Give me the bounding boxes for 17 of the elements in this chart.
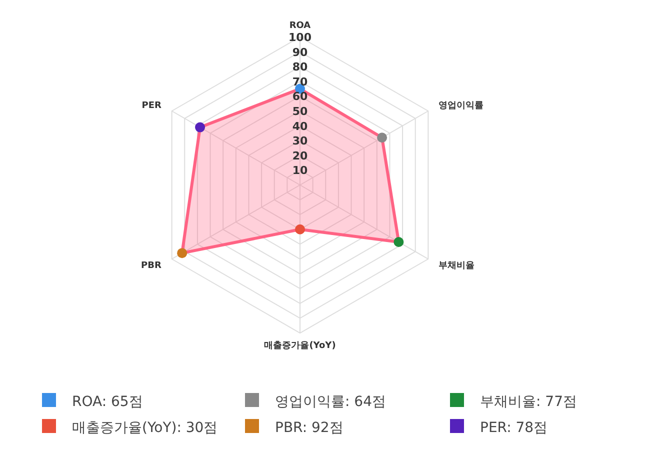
y-tick-label: 20 — [292, 149, 308, 162]
y-tick-label: 40 — [292, 120, 308, 133]
y-tick-label: 100 — [288, 31, 312, 44]
spoke-label: ROA — [289, 21, 311, 31]
y-tick-label: 10 — [292, 164, 308, 178]
spoke-label: PER — [142, 101, 162, 111]
y-tick-label: 50 — [292, 105, 308, 118]
spoke-label: PBR — [141, 261, 162, 271]
y-tick-label: 60 — [292, 90, 308, 104]
y-tick-label: 90 — [292, 46, 308, 59]
notes: ROA: 65점 영업이익률: 64점 부채비율: 77점 매출증가율(YoY): 30점 PBR: 92점 PER: 78점 — [42, 393, 577, 436]
spoke-label: 매출증가율(YoY) — [264, 340, 336, 351]
y-tick-label: 80 — [292, 60, 308, 74]
spoke-label: 부채비율 — [438, 261, 475, 271]
y-tick-label: 70 — [292, 75, 308, 88]
y-tick-label: 30 — [292, 134, 308, 148]
spoke-label: 영업이익률 — [438, 101, 484, 111]
